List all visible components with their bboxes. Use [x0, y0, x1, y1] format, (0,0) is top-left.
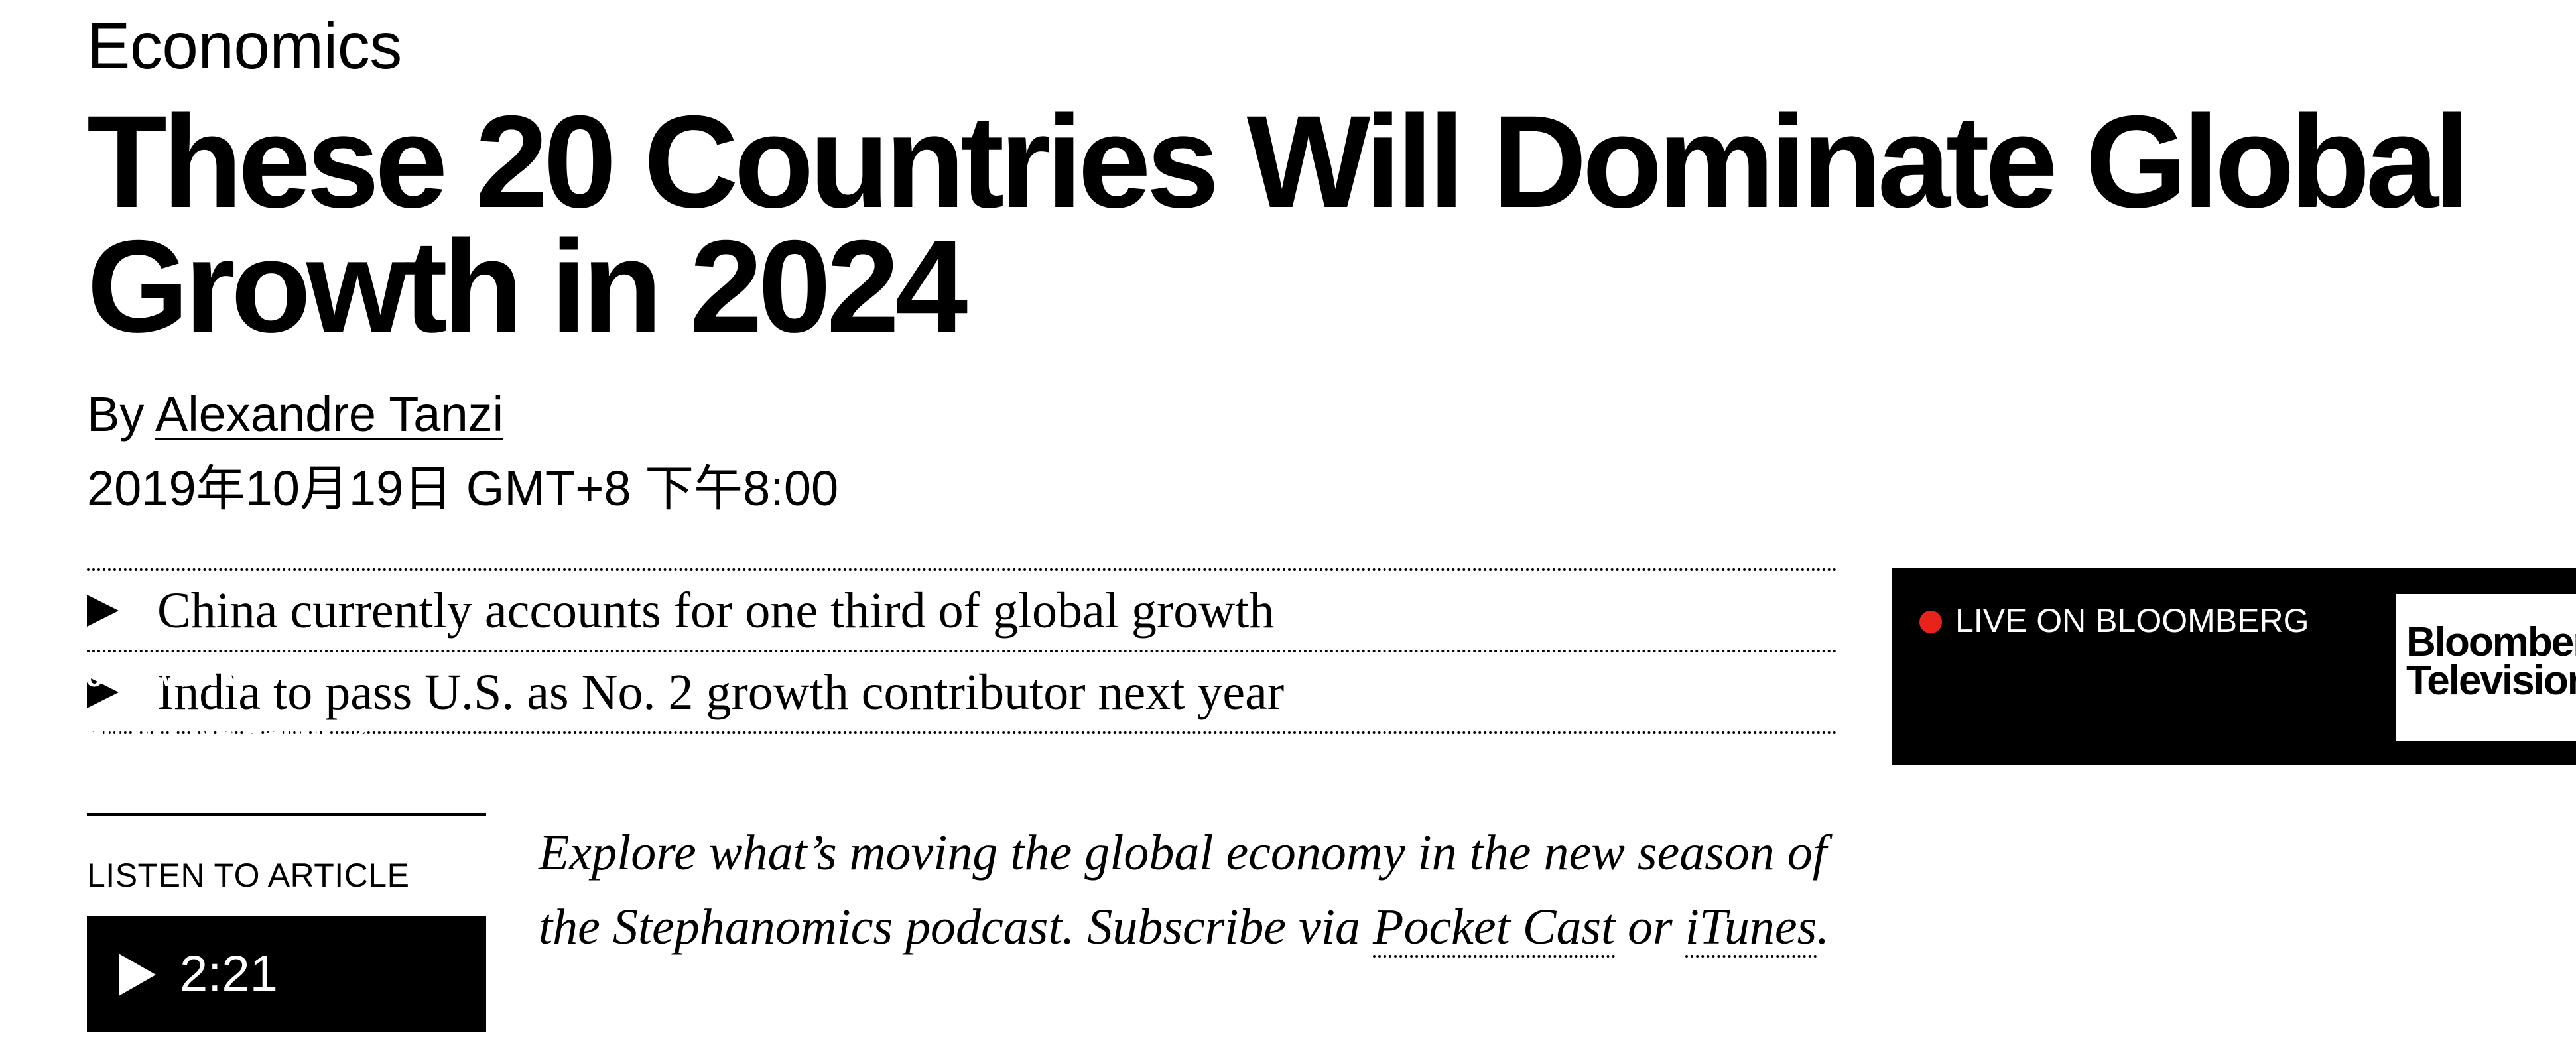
headline: These 20 Countries Will Dominate Global … — [87, 88, 2471, 359]
bloomberg-television-logo[interactable]: Bloomberg Television — [2396, 594, 2576, 741]
listen-live-radio-label: Listen to Live Radio — [28, 714, 331, 749]
logo-line-1: Bloomberg — [2406, 619, 2576, 665]
listen-divider — [87, 813, 486, 816]
chevron-right-icon — [343, 721, 365, 743]
listen-live-radio-link[interactable]: Listen to Live Radio — [28, 714, 365, 749]
watch-live-tv-label: Watch Live TV — [28, 658, 245, 694]
promo-text: Explore what’s moving the global economy… — [539, 825, 1827, 955]
logo-line-2: Television — [2406, 658, 2576, 704]
bullet-text: India to pass U.S. as No. 2 growth contr… — [157, 664, 1285, 720]
promo-text: or — [1615, 899, 1685, 955]
listen-to-article-label: LISTEN TO ARTICLE — [87, 857, 410, 894]
audio-duration: 2:21 — [180, 946, 278, 1002]
byline: By Alexandre Tanzi — [87, 390, 503, 439]
chevron-right-icon — [257, 665, 279, 687]
summary-bullet: China currently accounts for one third o… — [87, 571, 1838, 652]
promo-text: . — [1817, 899, 1830, 955]
bullet-triangle-icon — [87, 676, 119, 708]
publish-date: 2019年10月19日 GMT+8 下午8:00 — [87, 461, 839, 516]
itunes-link[interactable]: iTunes — [1685, 899, 1817, 958]
section-label[interactable]: Economics — [87, 9, 402, 82]
summary-bullets: China currently accounts for one third o… — [87, 568, 1838, 734]
watch-live-tv-link[interactable]: Watch Live TV — [28, 658, 279, 694]
live-dot-icon — [1919, 611, 1942, 633]
author-link[interactable]: Alexandre Tanzi — [155, 387, 504, 442]
bullet-text: China currently accounts for one third o… — [157, 582, 1275, 639]
play-icon — [119, 954, 156, 996]
live-label: LIVE ON BLOOMBERG — [1955, 602, 2309, 639]
podcast-promo: Explore what’s moving the global economy… — [539, 816, 1858, 964]
byline-prefix: By — [87, 387, 145, 442]
bullet-triangle-icon — [87, 594, 119, 627]
summary-bullet: India to pass U.S. as No. 2 growth contr… — [87, 652, 1838, 734]
pocket-cast-link[interactable]: Pocket Cast — [1373, 899, 1616, 958]
audio-play-button[interactable]: 2:21 — [87, 916, 486, 1032]
